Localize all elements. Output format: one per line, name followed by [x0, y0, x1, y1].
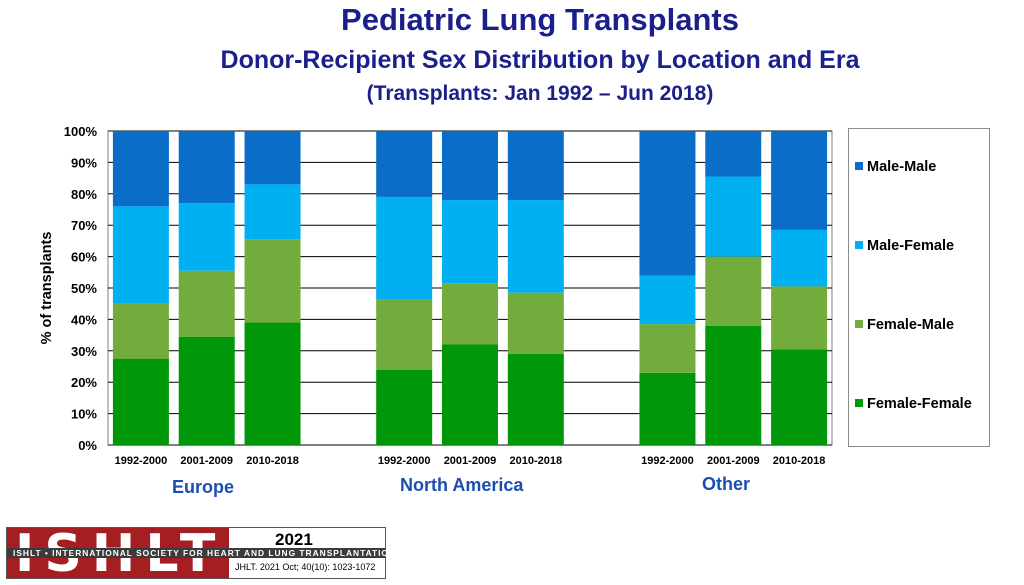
bar-segment-female-female [639, 372, 696, 445]
bar-segment-female-female [771, 349, 828, 445]
y-tick-label: 80% [71, 187, 97, 202]
bar-segment-male-female [112, 206, 169, 304]
bar-segment-female-male [771, 286, 828, 350]
bar-segment-male-male [112, 131, 169, 207]
bar-segment-female-male [112, 303, 169, 359]
bar-segment-female-male [442, 283, 498, 345]
y-tick-label: 90% [71, 155, 97, 170]
bar-segment-female-female [112, 358, 169, 445]
legend-item-female-female: Female-Female [855, 396, 972, 412]
bar-segment-female-male [507, 292, 564, 354]
x-tick-label: 2001-2009 [707, 455, 760, 467]
bar-segment-female-male [639, 324, 696, 373]
chart-subtitle: Donor-Recipient Sex Distribution by Loca… [220, 46, 860, 74]
region-label-north-america: North America [400, 475, 524, 495]
bar-segment-male-male [771, 131, 828, 230]
legend-label: Female-Female [867, 396, 972, 412]
legend-swatch [855, 320, 863, 328]
bar-segment-male-female [771, 229, 828, 287]
legend: Male-Male Male-Female Female-Male Female… [848, 128, 990, 447]
legend-item-male-male: Male-Male [855, 159, 936, 175]
bar-segment-male-male [376, 131, 433, 197]
y-tick-label: 30% [71, 344, 97, 359]
ishlt-footer-banner: ISHLT ISHLT • INTERNATIONAL SOCIETY FOR … [6, 527, 395, 579]
report-year: 2021 [275, 530, 313, 549]
bar-segment-female-male [178, 270, 235, 337]
bar-segment-female-female [705, 325, 762, 445]
x-tick-label: 1992-2000 [115, 455, 168, 467]
y-tick-label: 20% [71, 375, 97, 390]
bar-segment-male-female [442, 200, 498, 284]
x-tick-label: 2001-2009 [444, 455, 497, 467]
legend-swatch [855, 399, 863, 407]
y-tick-label: 0% [78, 438, 97, 453]
y-tick-label: 70% [71, 218, 97, 233]
legend-item-female-male: Female-Male [855, 317, 954, 333]
bar-segment-male-male [639, 131, 696, 276]
chart-date-range: (Transplants: Jan 1992 – Jun 2018) [366, 82, 714, 105]
bar-segment-male-female [376, 196, 433, 299]
chart-title: Pediatric Lung Transplants [341, 2, 739, 37]
x-tick-label: 1992-2000 [641, 455, 694, 467]
bar-segment-male-female [507, 200, 564, 293]
legend-label: Female-Male [867, 317, 955, 333]
legend-label: Male-Female [867, 238, 955, 254]
y-tick-label: 10% [71, 407, 97, 422]
org-name-strip: ISHLT • INTERNATIONAL SOCIETY FOR HEART … [7, 548, 395, 558]
y-tick-label: 60% [71, 250, 97, 265]
x-tick-label: 2001-2009 [180, 455, 233, 467]
legend-swatch [855, 162, 863, 170]
bar-segment-female-female [376, 369, 433, 445]
bar-segment-male-female [705, 176, 762, 257]
bar-segment-male-male [178, 131, 235, 204]
x-tick-label: 2010-2018 [510, 455, 563, 467]
bar-segment-male-female [178, 203, 235, 271]
legend-swatch [855, 241, 863, 249]
bar-segment-male-female [244, 184, 301, 240]
bar-segment-female-female [442, 344, 498, 445]
region-label-other: Other [702, 474, 751, 494]
y-tick-label: 50% [71, 281, 97, 296]
bar-segment-female-female [507, 353, 564, 445]
bar-segment-male-male [507, 131, 564, 201]
x-tick-label: 2010-2018 [246, 455, 299, 467]
x-tick-label: 2010-2018 [773, 455, 826, 467]
bar-segment-male-male [442, 131, 498, 201]
bar-segment-female-male [244, 239, 301, 323]
y-tick-label: 40% [71, 312, 97, 327]
legend-label: Male-Male [867, 159, 937, 175]
x-tick-label: 1992-2000 [378, 455, 431, 467]
bar-segment-male-male [705, 131, 762, 177]
y-axis-title: % of transplants [39, 232, 55, 345]
y-tick-label: 100% [64, 124, 98, 139]
journal-citation: JHLT. 2021 Oct; 40(10): 1023-1072 [235, 562, 376, 572]
bar-segment-female-female [178, 336, 235, 445]
bar-segment-male-male [244, 131, 301, 185]
legend-item-male-female: Male-Female [855, 238, 954, 254]
bar-segment-female-male [376, 298, 433, 370]
bar-segment-female-male [705, 256, 762, 326]
bar-segment-female-female [244, 322, 301, 445]
region-label-europe: Europe [172, 477, 235, 497]
bar-segment-male-female [639, 275, 696, 325]
